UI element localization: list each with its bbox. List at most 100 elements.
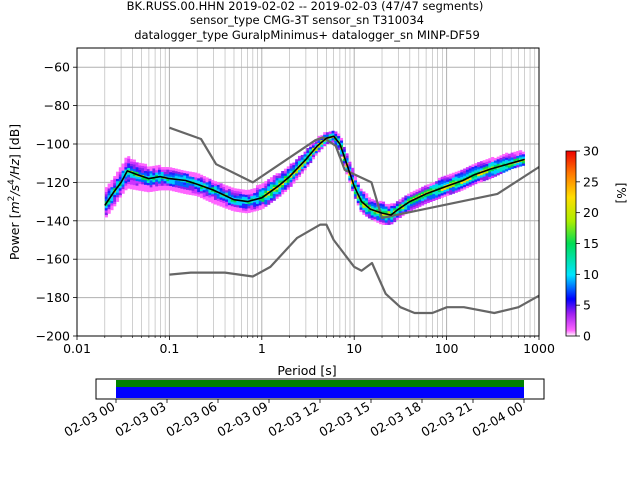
density-cell [454,174,458,177]
density-cell [213,197,218,200]
colorbar-tick-label: 5 [583,298,591,313]
density-cell [219,197,223,200]
density-cell [275,177,279,181]
density-cell [157,178,162,182]
density-cell [426,188,430,192]
density-cell [519,154,523,158]
density-cell [118,174,122,177]
density-cell [482,164,486,168]
density-cell [219,183,223,186]
y-axis-ticks: −200 −180 −160 −140 −120 −100 −80 −60 [36,60,77,344]
density-cell [496,172,500,176]
density-cell [244,208,248,211]
density-cell [250,191,254,194]
timeline-tick-label: 02-03 12 [265,399,321,440]
density-cell [353,182,358,186]
density-cell [379,221,383,225]
density-cell [116,197,120,200]
density-cell [482,160,486,163]
density-cell [446,177,450,180]
ppsd-plot-area: 0.01 0.1 1 10 100 1000 −200 −180 −160 −140 −120 −1… [36,47,555,356]
density-cell [253,202,257,205]
density-cell [292,174,296,177]
density-cell [138,183,142,187]
density-cell [373,200,377,203]
density-cell [222,205,226,208]
density-cell [432,191,436,195]
density-cell [160,167,164,170]
density-cell [309,146,313,150]
density-cell [104,203,108,206]
density-cell [135,162,139,165]
density-cell [272,182,276,185]
density-cell [300,171,304,174]
density-cell [387,217,391,221]
density-cell [127,176,131,180]
density-cell [202,183,206,186]
density-cell [362,209,366,213]
density-cell [194,190,198,194]
density-cell [113,185,117,188]
density-cell [118,185,122,189]
x-tick-label: 1000 [523,341,555,356]
density-cell [171,170,176,173]
density-cell [194,186,198,189]
density-cell [376,208,380,212]
density-cell [488,165,492,168]
density-cell [250,200,254,204]
density-cell [171,186,176,190]
density-cell [493,157,497,161]
density-cell [311,147,316,151]
density-cell [118,192,122,196]
density-cell [169,188,173,191]
density-cell [104,207,108,211]
density-cell [118,167,122,170]
density-cell [286,187,290,190]
density-cell [516,157,520,161]
density-cell [272,189,276,192]
density-cell [239,209,243,213]
density-cell [155,172,159,175]
density-cell [306,161,310,165]
density-cell [437,196,442,199]
density-cell [230,196,234,200]
density-cell [127,158,131,162]
density-cell [177,180,181,184]
density-cell [457,175,461,178]
density-cell [121,186,125,190]
density-cell [110,179,114,183]
density-cell [225,199,229,202]
density-cell [507,167,511,171]
colorbar-tick-label: 15 [583,236,599,251]
density-cell [393,205,397,209]
density-cell [432,193,436,197]
density-cell [191,192,195,196]
density-cell [155,181,159,185]
density-cell [323,134,327,138]
density-cell [205,198,209,201]
density-cell [348,164,352,167]
density-cell [510,159,514,163]
density-cell [225,189,229,193]
density-cell [496,170,500,174]
density-cell [353,193,358,197]
density-cell [286,184,290,188]
density-cell [401,201,405,205]
density-cell [415,194,419,197]
density-cell [233,209,237,212]
density-cell [292,169,296,173]
density-cell [306,150,310,153]
density-cell [513,163,517,166]
density-cell [457,184,461,188]
density-cell [202,194,206,198]
density-cell [395,210,400,214]
density-cell [334,133,338,137]
density-cell [225,187,229,191]
density-cell [454,187,458,191]
density-cell [398,199,402,202]
density-cell [264,185,268,189]
density-cell [463,173,467,176]
density-cell [225,206,229,209]
density-cell [395,205,400,209]
density-cell [451,188,456,192]
